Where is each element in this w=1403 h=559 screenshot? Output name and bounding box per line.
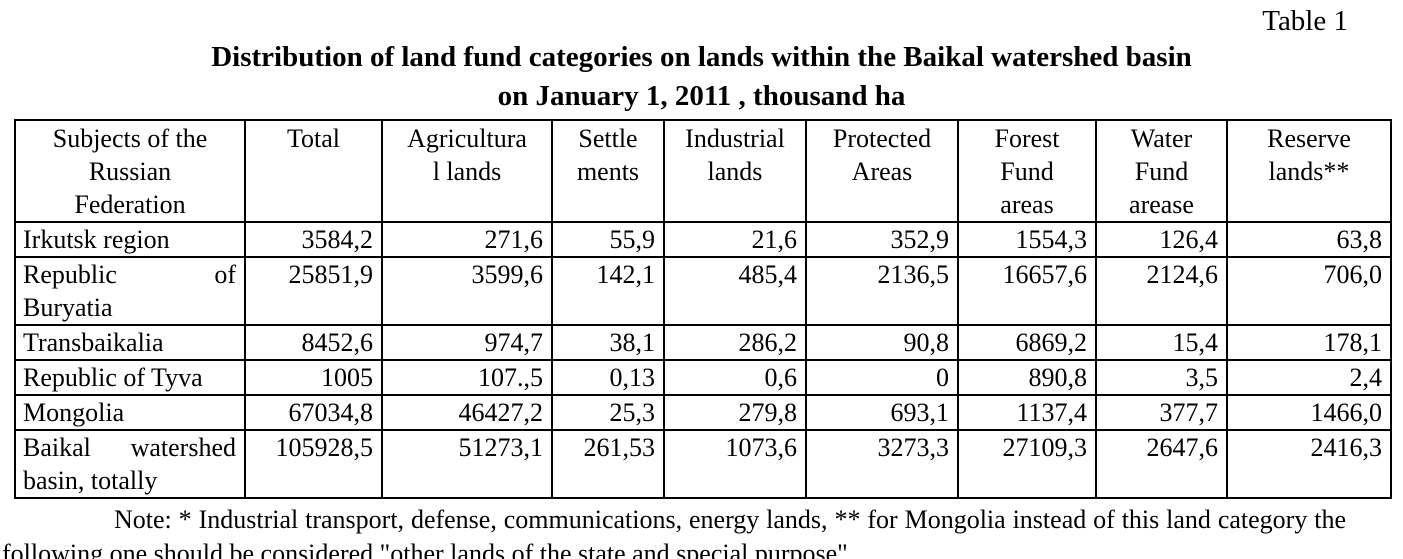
value-cell: 1554,3 [957, 221, 1097, 258]
table-row-buryatia: Republic of Buryatia 25851,9 3599,6 142,… [14, 256, 1392, 326]
subject-cell: Irkutsk region [14, 221, 246, 258]
value-cell: 974,7 [381, 324, 553, 361]
value-cell: 3599,6 [381, 256, 553, 326]
value-cell: 3273,3 [805, 429, 959, 499]
subject-cell: Transbaikalia [14, 324, 246, 361]
value-cell: 51273,1 [381, 429, 553, 499]
table-caption-label: Table 1 [1262, 5, 1348, 37]
subject-cell: Republic of Buryatia [14, 256, 246, 326]
value-cell: 261,53 [551, 429, 665, 499]
value-cell: 8452,6 [244, 324, 383, 361]
column-header-protected: Protected Areas [805, 119, 959, 223]
value-cell: 2416,3 [1226, 429, 1392, 499]
column-header-forest-fund: Forest Fund areas [957, 119, 1097, 223]
value-cell: 377,7 [1095, 394, 1228, 431]
value-cell: 2136,5 [805, 256, 959, 326]
value-cell: 178,1 [1226, 324, 1392, 361]
value-cell: 25851,9 [244, 256, 383, 326]
value-cell: 107.,5 [381, 359, 553, 396]
value-cell: 105928,5 [244, 429, 383, 499]
value-cell: 0,6 [663, 359, 807, 396]
subject-cell: Republic of Tyva [14, 359, 246, 396]
column-header-water-fund: Water Fund arease [1095, 119, 1228, 223]
value-cell: 279,8 [663, 394, 807, 431]
value-cell: 6869,2 [957, 324, 1097, 361]
value-cell: 352,9 [805, 221, 959, 258]
value-cell: 0 [805, 359, 959, 396]
value-cell: 27109,3 [957, 429, 1097, 499]
value-cell: 67034,8 [244, 394, 383, 431]
subject-cell: Baikal watershed basin, totally [14, 429, 246, 499]
value-cell: 55,9 [551, 221, 665, 258]
table-row-transbaikalia: Transbaikalia 8452,6 974,7 38,1 286,2 90… [14, 324, 1392, 361]
value-cell: 126,4 [1095, 221, 1228, 258]
value-cell: 0,13 [551, 359, 665, 396]
value-cell: 46427,2 [381, 394, 553, 431]
value-cell: 1466,0 [1226, 394, 1392, 431]
value-cell: 2124,6 [1095, 256, 1228, 326]
document-title: Distribution of land fund categories on … [0, 38, 1403, 116]
value-cell: 2,4 [1226, 359, 1392, 396]
document-title-line-2: on January 1, 2011 , thousand ha [497, 80, 906, 112]
value-cell: 38,1 [551, 324, 665, 361]
value-cell: 2647,6 [1095, 429, 1228, 499]
value-cell: 25,3 [551, 394, 665, 431]
value-cell: 15,4 [1095, 324, 1228, 361]
table-row-baikal-total: Baikal watershed basin, totally 105928,5… [14, 429, 1392, 499]
value-cell: 1137,4 [957, 394, 1097, 431]
table-row-tyva: Republic of Tyva 1005 107.,5 0,13 0,6 0 … [14, 359, 1392, 396]
value-cell: 16657,6 [957, 256, 1097, 326]
document-title-line-1: Distribution of land fund categories on … [211, 41, 1192, 73]
value-cell: 21,6 [663, 221, 807, 258]
column-header-settlements: Settle ments [551, 119, 665, 223]
land-fund-table: Subjects of the Russian Federation Total… [14, 119, 1392, 499]
value-cell: 142,1 [551, 256, 665, 326]
column-header-industrial: Industrial lands [663, 119, 807, 223]
subject-cell: Mongolia [14, 394, 246, 431]
table-row-irkutsk: Irkutsk region 3584,2 271,6 55,9 21,6 35… [14, 221, 1392, 258]
value-cell: 271,6 [381, 221, 553, 258]
value-cell: 706,0 [1226, 256, 1392, 326]
header-row: Subjects of the Russian Federation Total… [14, 119, 1392, 223]
value-cell: 286,2 [663, 324, 807, 361]
value-cell: 1073,6 [663, 429, 807, 499]
value-cell: 693,1 [805, 394, 959, 431]
column-header-total: Total [244, 119, 383, 223]
column-header-reserve: Reserve lands** [1226, 119, 1392, 223]
value-cell: 3,5 [1095, 359, 1228, 396]
column-header-agricultural: Agricultura l lands [381, 119, 553, 223]
table-row-mongolia: Mongolia 67034,8 46427,2 25,3 279,8 693,… [14, 394, 1392, 431]
value-cell: 890,8 [957, 359, 1097, 396]
value-cell: 3584,2 [244, 221, 383, 258]
table-footnote: Note: * Industrial transport, defense, c… [2, 505, 1346, 559]
value-cell: 485,4 [663, 256, 807, 326]
value-cell: 90,8 [805, 324, 959, 361]
value-cell: 1005 [244, 359, 383, 396]
column-header-subjects: Subjects of the Russian Federation [14, 119, 246, 223]
value-cell: 63,8 [1226, 221, 1392, 258]
